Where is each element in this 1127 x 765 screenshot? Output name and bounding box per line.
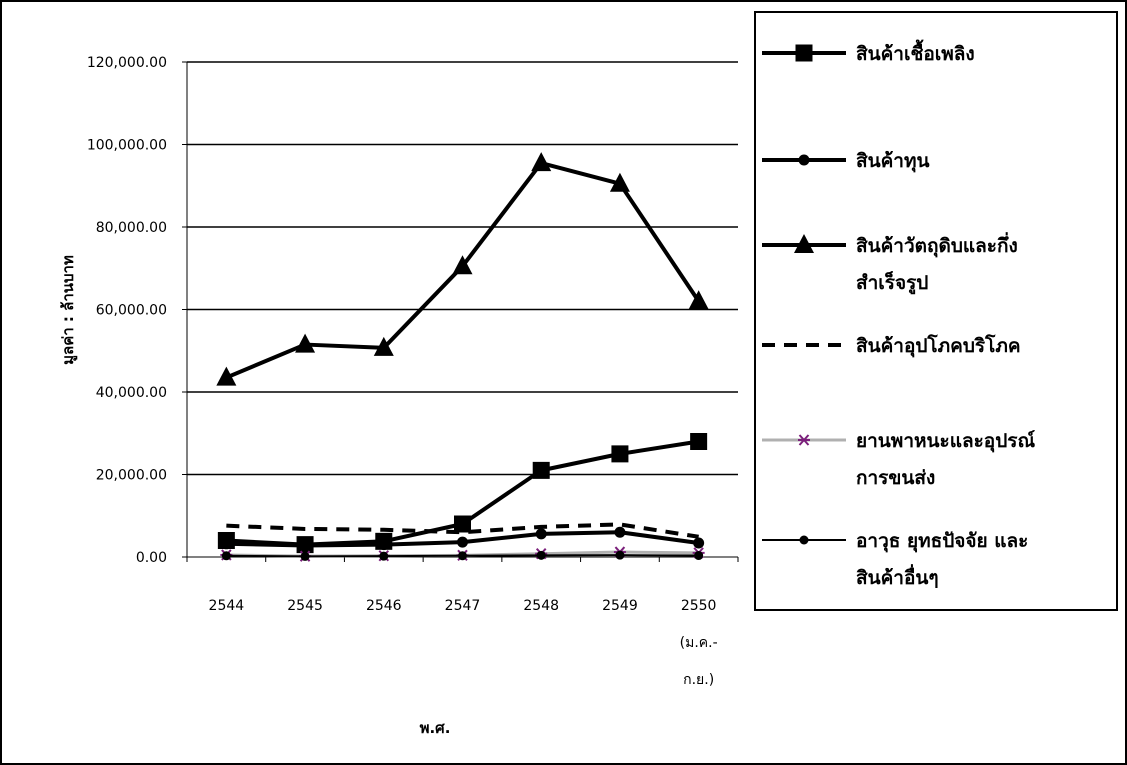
y-tick-label: 100,000.00	[87, 138, 167, 154]
data-point	[457, 536, 468, 548]
legend-label: ยานพาหนะและอุปรณ์	[856, 430, 1035, 453]
x-axis-title: พ.ศ.	[420, 719, 451, 737]
legend-label: สำเร็จรูป	[856, 270, 928, 295]
x-tick-label: ก.ย.)	[683, 672, 714, 688]
data-point	[221, 551, 231, 561]
legend-entry-3: สินค้าวัตถุดิบและกึ่งสำเร็จรูป	[762, 232, 1018, 295]
x-tick-label: 2547	[445, 598, 481, 614]
y-tick-label: 120,000.00	[87, 55, 167, 71]
data-point	[220, 538, 232, 550]
legend-label: สินค้าเชื้อเพลิง	[856, 39, 975, 65]
y-tick-label: 20,000.00	[96, 468, 167, 484]
data-point	[454, 515, 471, 533]
data-point	[295, 333, 316, 353]
gridlines	[187, 61, 738, 476]
legend-label: อาวุธ ยุทธปัจจัย และ	[856, 530, 1028, 553]
data-point	[536, 550, 546, 560]
x-tick-label: 2544	[209, 598, 245, 614]
data-point	[299, 539, 311, 551]
legend-label: สินค้าวัตถุดิบและกึ่ง	[856, 232, 1018, 258]
legend-marker	[798, 434, 810, 446]
y-tick-label: 60,000.00	[96, 303, 167, 319]
series-3	[216, 152, 709, 386]
x-tick-label: 2545	[287, 598, 323, 614]
series-2	[220, 526, 705, 551]
y-tick-label: 0.00	[136, 550, 167, 566]
data-point	[532, 461, 550, 479]
series-4	[226, 522, 699, 539]
legend-entry-2: สินค้าทุน	[762, 150, 929, 173]
data-point	[379, 551, 389, 561]
y-tick-label: 80,000.00	[96, 220, 167, 236]
legend-entry-5: ยานพาหนะและอุปรณ์การขนส่ง	[762, 430, 1035, 489]
legend-marker	[798, 154, 810, 166]
series-line	[226, 522, 699, 539]
y-tick-label: 40,000.00	[96, 385, 167, 401]
data-point	[300, 551, 310, 561]
data-point	[373, 336, 394, 356]
data-point	[614, 526, 626, 538]
y-axis-title: มูลค่า : ล้านบาท	[59, 255, 78, 365]
x-tick-label: (ม.ค.-	[680, 635, 718, 651]
legend-label: สินค้าอื่นๆ	[856, 564, 939, 589]
legend-marker	[799, 535, 809, 545]
x-tick-label: 2548	[523, 598, 559, 614]
data-point	[458, 551, 467, 561]
legend-marker	[795, 44, 813, 62]
x-tick-label: 2550	[681, 598, 717, 614]
data-point	[615, 550, 625, 560]
x-tick-label: 2546	[366, 598, 402, 614]
data-point	[452, 255, 473, 275]
series-6	[221, 550, 704, 561]
legend: สินค้าเชื้อเพลิงสินค้าทุนสินค้าวัตถุดิบแ…	[754, 11, 1118, 611]
data-point	[531, 152, 552, 172]
data-point	[611, 445, 629, 463]
data-point	[694, 551, 704, 561]
legend-box	[754, 11, 1118, 611]
data-point	[693, 537, 705, 549]
data-point	[609, 172, 630, 192]
data-point	[535, 528, 547, 540]
legend-label: สินค้าทุน	[856, 150, 929, 173]
data-point	[688, 290, 709, 310]
data-point	[378, 539, 390, 551]
legend-label: การขนส่ง	[856, 467, 935, 489]
legend-entry-4: สินค้าอุปโภคบริโภค	[762, 334, 1021, 358]
series-lines	[216, 152, 709, 562]
data-point	[216, 366, 237, 386]
legend-label: สินค้าอุปโภคบริโภค	[856, 334, 1021, 358]
legend-entry-1: สินค้าเชื้อเพลิง	[762, 39, 975, 65]
legend-marker	[794, 234, 814, 253]
x-tick-label: 2549	[602, 598, 638, 614]
data-point	[690, 433, 708, 450]
